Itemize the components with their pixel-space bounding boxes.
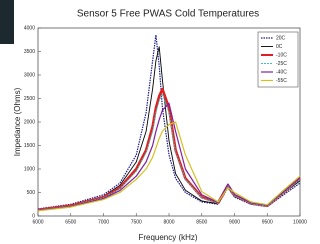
x-tick-label: 7000 [98,219,109,225]
x-tick-label: 10000 [293,219,307,225]
y-tick-label: 3000 [24,72,35,78]
legend-label: 20C [276,35,286,41]
y-tick-label: 500 [27,190,36,196]
x-tick-label: 8500 [196,219,207,225]
legend-label: 0C [276,44,283,50]
y-tick-label: 2000 [24,119,35,125]
y-axis-label: Impedance (Ohms) [13,87,22,156]
legend-label: -40C [276,69,287,75]
y-tick-label: 2500 [24,96,35,102]
x-axis-label: Frequency (kHz) [138,233,197,242]
x-tick-label: 6000 [32,219,43,225]
cropped-edge [0,0,14,44]
page: {"chart_data": {"type": "line", "title":… [0,0,308,244]
y-tick-label: 1000 [24,166,35,172]
series-line [38,122,300,211]
x-tick-label: 9000 [229,219,240,225]
y-tick-label: 1500 [24,143,35,149]
legend-label: -55C [276,78,287,84]
x-tick-label: 6500 [65,219,76,225]
chart: Sensor 5 Free PWAS Cold Temperatures Fre… [0,0,308,244]
x-tick-label: 9500 [262,219,273,225]
legend-label: -25C [276,61,287,67]
series-line [38,89,300,210]
y-tick-label: 4000 [24,25,35,31]
chart-title: Sensor 5 Free PWAS Cold Temperatures [77,9,259,20]
x-tick-label: 8000 [163,219,174,225]
y-tick-label: 3500 [24,49,35,55]
series-line [38,103,300,210]
legend-label: -10C [276,52,287,58]
x-tick-label: 7500 [131,219,142,225]
series-line [38,94,300,210]
